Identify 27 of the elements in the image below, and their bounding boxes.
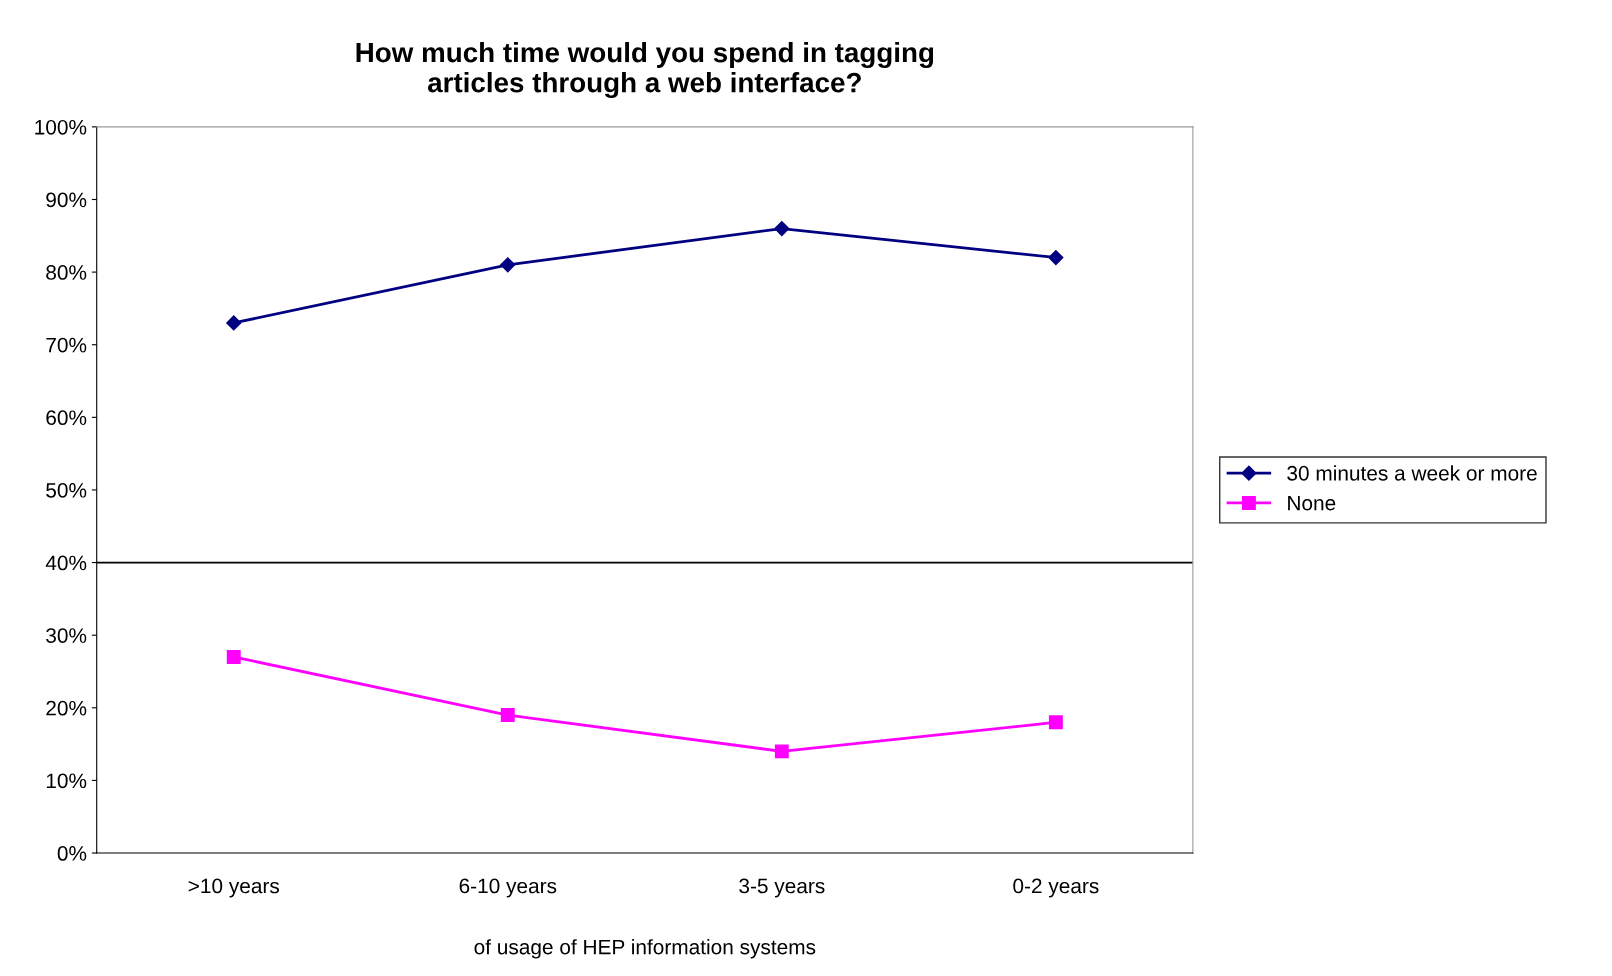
y-tick-label: 80% [46, 265, 87, 280]
point [774, 220, 790, 237]
x-tick-label: 3-5 years [739, 878, 825, 898]
y-tick-label: 50% [46, 482, 87, 498]
y-tick-label: 10% [46, 773, 87, 789]
chart-title: How much time would you spend in tagging articles through a web interface? [356, 41, 934, 99]
point [1048, 715, 1063, 730]
point [226, 650, 241, 664]
x-tick-label: 6-10 years [459, 878, 557, 898]
y-tick-label: 90% [46, 192, 87, 208]
y-tick-label: 30% [46, 628, 87, 643]
y-tick-label: 100% [35, 119, 87, 135]
point [774, 744, 789, 759]
legend-label: None [1288, 495, 1336, 511]
y-tick-label: 40% [45, 555, 87, 571]
y-tick-label: 20% [46, 700, 87, 716]
x-axis-title: of usage of HEP information systems [474, 939, 816, 959]
x-tick-label: >10 years [188, 878, 280, 898]
point [1048, 250, 1064, 266]
point [500, 708, 515, 723]
y-tick-label: 70% [46, 337, 87, 353]
legend-label: 30 minutes a week or more [1287, 465, 1537, 481]
x-tick-label: 0-2 years [1013, 878, 1099, 898]
point [500, 257, 516, 273]
y-tick-label: 60% [46, 410, 87, 426]
point [226, 315, 242, 331]
y-tick-label: 0% [57, 846, 87, 861]
